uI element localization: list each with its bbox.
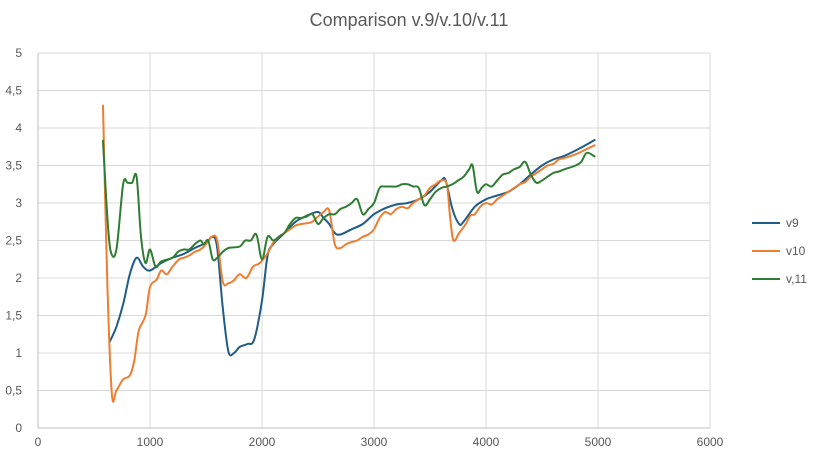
gridlines (38, 52, 711, 428)
y-tick-label: 2 (15, 271, 22, 285)
legend-label-v10: v10 (786, 244, 806, 258)
series-line-v9 (108, 139, 596, 357)
y-tick-label: 4,5 (5, 84, 22, 98)
y-tick-label: 3,5 (5, 159, 22, 173)
x-tick-label: 1000 (137, 435, 164, 449)
series-lines (102, 104, 596, 403)
x-tick-label: 0 (35, 435, 42, 449)
x-tick-label: 2000 (249, 435, 276, 449)
y-tick-label: 0 (15, 421, 22, 435)
legend-label-v-11: v,11 (786, 272, 807, 286)
x-tick-label: 4000 (473, 435, 500, 449)
y-tick-label: 4 (15, 121, 22, 135)
legend: v9 v10 v,11 (752, 216, 807, 286)
x-tick-label: 6000 (697, 435, 724, 449)
y-tick-label: 1 (15, 346, 22, 360)
y-tick-label: 5 (15, 46, 22, 60)
legend-label-v9: v9 (786, 216, 799, 230)
y-tick-label: 1,5 (5, 309, 22, 323)
series-line-v-11 (102, 139, 596, 269)
x-tick-label: 5000 (585, 435, 612, 449)
x-tick-label: 3000 (361, 435, 388, 449)
y-tick-label: 0,5 (5, 384, 22, 398)
y-tick-label: 3 (15, 196, 22, 210)
axes: 0 0,5 1 1,5 2 2,5 3 3,5 4 4,5 5 0 1000 2000 3000 4000 50… (5, 46, 723, 449)
y-tick-label: 2,5 (5, 234, 22, 248)
chart-title: Comparison v.9/v.10/v.11 (310, 10, 509, 30)
series-line-v10 (102, 104, 596, 403)
